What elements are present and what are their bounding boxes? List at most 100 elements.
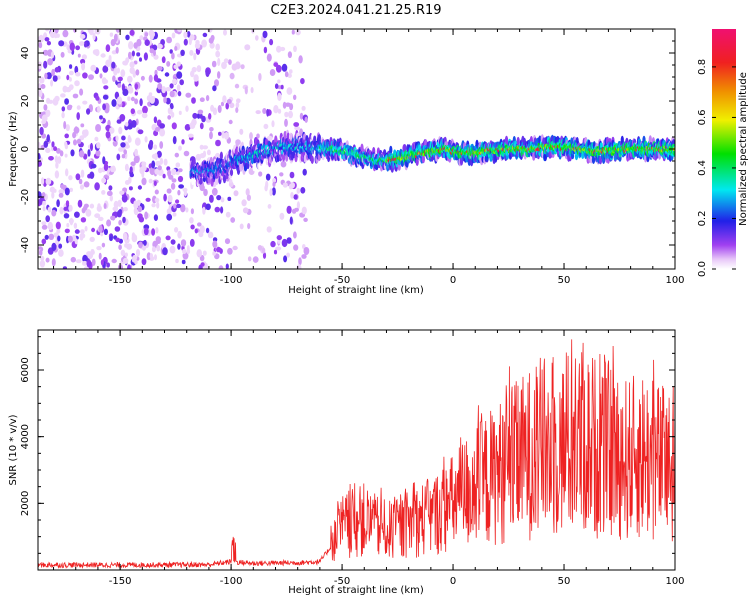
heatmap-noise-cell xyxy=(137,185,142,190)
heatmap-noise-cell xyxy=(289,216,293,225)
heatmap-noise-cell xyxy=(63,121,67,130)
heatmap-ridge-cell xyxy=(264,138,269,147)
heatmap-noise-cell xyxy=(42,49,49,56)
heatmap-noise-cell xyxy=(163,96,167,104)
heatmap-noise-cell xyxy=(295,29,301,36)
heatmap-noise-cell xyxy=(141,177,147,186)
heatmap-noise-cell xyxy=(170,111,175,118)
heatmap-noise-cell xyxy=(115,46,119,54)
heatmap-noise-cell xyxy=(207,231,214,239)
heatmap-ridge-cell xyxy=(504,135,509,145)
heatmap-noise-cell xyxy=(56,199,60,208)
heatmap-noise-cell xyxy=(103,163,109,171)
heatmap-noise-cell xyxy=(99,115,103,120)
heatmap-noise-cell xyxy=(183,38,188,46)
heatmap-noise-cell xyxy=(157,83,163,90)
heatmap-noise-cell xyxy=(212,251,216,256)
heatmap-ridge-cell xyxy=(389,145,393,155)
heatmap-noise-cell xyxy=(277,92,282,101)
heatmap-noise-cell xyxy=(81,129,87,137)
heatmap-noise-cell xyxy=(39,197,43,206)
heatmap-noise-cell xyxy=(139,35,144,41)
heatmap-noise-cell xyxy=(120,69,126,78)
heatmap-noise-cell xyxy=(258,73,262,81)
heatmap-noise-cell xyxy=(207,29,213,33)
heatmap-noise-cell xyxy=(234,83,240,89)
heatmap-noise-cell xyxy=(167,115,172,120)
heatmap-noise-cell xyxy=(227,196,232,201)
heatmap-noise-cell xyxy=(110,215,116,221)
heatmap-noise-cell xyxy=(64,153,68,158)
heatmap-noise-cell xyxy=(149,167,156,176)
heatmap-noise-cell xyxy=(86,259,92,268)
heatmap-noise-cell xyxy=(188,37,192,46)
heatmap-noise-cell xyxy=(222,95,227,104)
heatmap-noise-cell xyxy=(223,29,227,36)
heatmap-noise-cell xyxy=(247,256,252,262)
heatmap-noise-cell xyxy=(246,194,251,201)
heatmap-noise-cell xyxy=(276,235,282,241)
heatmap-ridge-cell xyxy=(219,151,223,160)
heatmap-noise-cell xyxy=(275,246,282,251)
heatmap-noise-cell xyxy=(105,131,111,139)
x-tick-label: -50 xyxy=(334,576,350,587)
heatmap-noise-cell xyxy=(218,131,222,136)
heatmap-noise-cell xyxy=(95,150,101,157)
heatmap-noise-cell xyxy=(216,195,222,201)
heatmap-noise-cell xyxy=(232,245,238,251)
heatmap-noise-cell xyxy=(137,129,144,135)
heatmap-noise-cell xyxy=(241,199,247,207)
heatmap-noise-cell xyxy=(56,75,61,80)
heatmap-noise-cell xyxy=(175,199,180,204)
heatmap-noise-cell xyxy=(68,204,73,212)
heatmap-noise-cell xyxy=(176,61,181,67)
heatmap-noise-cell xyxy=(151,203,156,208)
heatmap-ridge-cell xyxy=(303,154,307,163)
heatmap-noise-cell xyxy=(41,224,48,230)
x-tick-label: 100 xyxy=(665,576,684,587)
heatmap-noise-cell xyxy=(277,79,281,84)
heatmap-noise-cell xyxy=(122,88,129,96)
heatmap-noise-cell xyxy=(64,98,69,105)
heatmap-noise-cell xyxy=(101,177,107,184)
heatmap-noise-cell xyxy=(160,39,166,46)
heatmap-noise-cell xyxy=(58,189,65,194)
heatmap-noise-cell xyxy=(165,87,172,92)
heatmap-ridge-cell xyxy=(400,159,404,167)
heatmap-ridge-cell xyxy=(246,162,250,170)
heatmap-noise-cell xyxy=(162,173,166,179)
heatmap-noise-cell xyxy=(133,60,138,65)
heatmap-noise-cell xyxy=(171,52,175,60)
heatmap-noise-cell xyxy=(121,135,126,141)
heatmap-noise-cell xyxy=(137,205,143,213)
heatmap-noise-cell xyxy=(125,122,129,127)
heatmap-noise-cell xyxy=(83,181,90,188)
heatmap-noise-cell xyxy=(197,109,204,115)
heatmap-noise-cell xyxy=(106,219,112,227)
heatmap-noise-cell xyxy=(169,245,176,254)
heatmap-noise-cell xyxy=(78,150,85,158)
heatmap-noise-cell xyxy=(154,197,160,203)
heatmap-noise-cell xyxy=(217,57,221,67)
heatmap-noise-cell xyxy=(113,200,119,209)
heatmap-y-ticks: -40 -20 0 20 40 xyxy=(20,28,675,270)
heatmap-noise-cell xyxy=(39,260,46,268)
heatmap-noise-cell xyxy=(76,112,80,121)
heatmap-noise-cell xyxy=(69,42,76,51)
heatmap-noise-cell xyxy=(178,184,185,189)
heatmap-noise-cell xyxy=(235,139,241,146)
heatmap-noise-cell xyxy=(123,207,128,212)
heatmap-noise-cell xyxy=(101,77,107,85)
heatmap-noise-cell xyxy=(271,120,275,128)
heatmap-noise-cell xyxy=(217,105,222,113)
heatmap-noise-cell xyxy=(211,60,217,68)
heatmap-noise-cell xyxy=(281,63,288,72)
heatmap-noise-cell xyxy=(303,217,308,222)
heatmap-noise-cell xyxy=(144,39,150,46)
heatmap-noise-cell xyxy=(89,29,94,36)
heatmap-noise-cell xyxy=(156,201,160,209)
heatmap-noise-cell xyxy=(280,84,284,90)
heatmap-noise-cell xyxy=(154,69,158,77)
heatmap-noise-cell xyxy=(159,141,164,149)
